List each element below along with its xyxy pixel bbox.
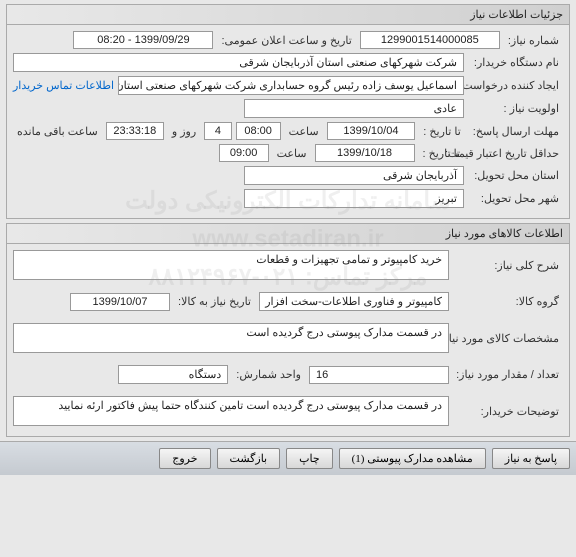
button-bar: پاسخ به نیاز مشاهده مدارک پیوستی (1) چاپ…: [0, 441, 576, 475]
until-date: 1399/10/04: [327, 122, 416, 140]
response-time: 08:00: [236, 122, 281, 140]
goods-date-label: تاریخ نیاز به کالا:: [174, 295, 255, 308]
unit: دستگاه: [118, 365, 228, 384]
countdown: 23:33:18: [106, 122, 164, 140]
delivery-city: تبریز: [244, 189, 464, 208]
need-details-section: جزئیات اطلاعات نیاز شماره نیاز: 12990015…: [6, 4, 570, 219]
priority-label: اولویت نیاز :: [468, 102, 563, 115]
general-desc-label: شرح کلی نیاز:: [453, 259, 563, 272]
general-desc: خرید کامپیوتر و تمامی تجهیزات و قطعات: [13, 250, 449, 280]
delivery-province: آذربایجان شرقی: [244, 166, 464, 185]
quantity-label: تعداد / مقدار مورد نیاز:: [453, 368, 563, 381]
goods-spec: در قسمت مدارک پیوستی درج گردیده است: [13, 323, 449, 353]
validity-time: 09:00: [219, 144, 269, 162]
buyer-org: شرکت شهرکهای صنعتی استان آذربایجان شرقی: [13, 53, 464, 72]
goods-info-section: اطلاعات کالاهای مورد نیاز شرح کلی نیاز: …: [6, 223, 570, 437]
quantity: 16: [309, 366, 449, 384]
delivery-province-label: استان محل تحویل:: [468, 169, 563, 182]
buyer-org-label: نام دستگاه خریدار:: [468, 56, 563, 69]
days-and-label: روز و: [168, 125, 200, 138]
validity-date: 1399/10/18: [315, 144, 415, 162]
delivery-city-label: شهر محل تحویل:: [468, 192, 563, 205]
goods-group: کامپیوتر و فناوری اطلاعات-سخت افزار: [259, 292, 449, 311]
buyer-notes: در قسمت مدارک پیوستی درج گردیده است تامی…: [13, 396, 449, 426]
section2-title: اطلاعات کالاهای مورد نیاز: [7, 224, 569, 244]
need-number-label: شماره نیاز:: [504, 34, 563, 47]
response-deadline-label: مهلت ارسال پاسخ:: [469, 125, 563, 138]
remaining-label: ساعت باقی مانده: [13, 125, 102, 138]
buyer-contact-link[interactable]: اطلاعات تماس خریدار: [13, 79, 114, 92]
days-remaining: 4: [204, 122, 232, 140]
public-date-label: تاریخ و ساعت اعلان عمومی:: [217, 34, 355, 47]
time-label-1: ساعت: [285, 125, 323, 138]
request-creator: اسماعیل یوسف زاده رئیس گروه حسابداری شرک…: [118, 76, 464, 95]
priority: عادی: [244, 99, 464, 118]
respond-button[interactable]: پاسخ به نیاز: [492, 448, 570, 469]
validity-until-label: تا تاریخ :: [419, 147, 464, 160]
until-date-label: تا تاریخ :: [419, 125, 464, 138]
time-label-2: ساعت: [273, 147, 311, 160]
unit-label: واحد شمارش:: [232, 368, 305, 381]
need-number: 1299001514000085: [360, 31, 500, 49]
goods-group-label: گروه کالا:: [453, 295, 563, 308]
exit-button[interactable]: خروج: [159, 448, 210, 469]
request-creator-label: ایجاد کننده درخواست:: [468, 79, 563, 92]
goods-spec-label: مشخصات کالای مورد نیاز:: [453, 332, 563, 345]
validity-min-label: حداقل تاریخ اعتبار قیمت:: [468, 147, 563, 160]
print-button[interactable]: چاپ: [286, 448, 333, 469]
public-date: 1399/09/29 - 08:20: [73, 31, 213, 49]
goods-date: 1399/10/07: [70, 293, 170, 311]
section1-title: جزئیات اطلاعات نیاز: [7, 5, 569, 25]
buyer-notes-label: توضیحات خریدار:: [453, 405, 563, 418]
attachments-button[interactable]: مشاهده مدارک پیوستی (1): [339, 448, 486, 469]
back-button[interactable]: بازگشت: [217, 448, 281, 469]
